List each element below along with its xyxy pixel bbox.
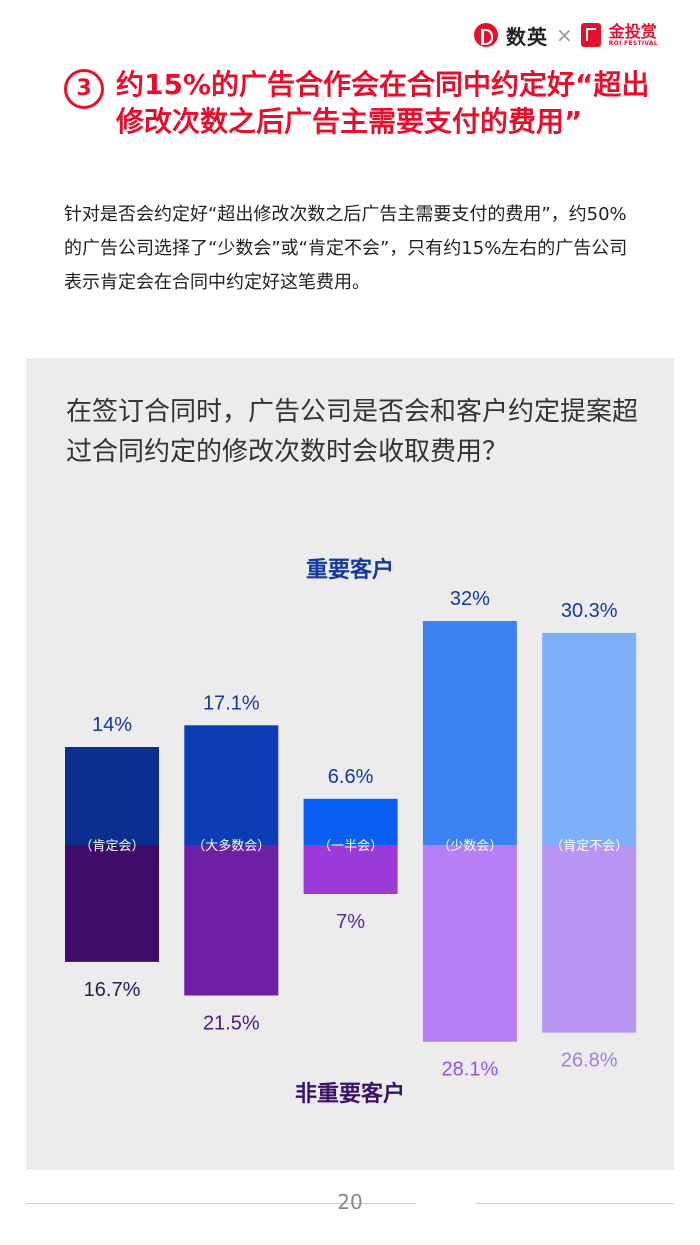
bar-unimportant-3: [303, 845, 398, 894]
value-label-important-2: 17.1%: [203, 692, 260, 714]
intro-paragraph: 针对是否会约定好“超出修改次数之后广告主需要支付的费用”，约50%的广告公司选择…: [64, 204, 628, 293]
value-label-important-3: 6.6%: [328, 766, 374, 788]
bar-important-2: [184, 725, 279, 845]
bar-unimportant-5: [542, 845, 637, 1033]
roi-festival-wordmark: 金投赏 ROI FESTIVAL: [608, 21, 658, 47]
chart-title: 在签订合同时，广告公司是否会和客户约定提案超过合同约定的修改次数时会收取费用？: [66, 397, 639, 467]
partner-name-cn: 金投赏: [608, 21, 657, 41]
bar-important-5: [542, 632, 637, 845]
footer-rule-left: [26, 1203, 416, 1204]
value-label-unimportant-3: 7%: [336, 911, 365, 933]
brand-separator: ×: [556, 23, 573, 47]
partner-name-en: ROI FESTIVAL: [608, 39, 658, 47]
value-label-important-1: 14%: [92, 714, 132, 736]
bar-important-3: [303, 798, 398, 845]
value-label-unimportant-2: 21.5%: [203, 1013, 260, 1035]
headline-text: 约15%的广告合作会在合同中约定好“超出修改次数之后广告主需要支付的费用”: [116, 68, 650, 138]
bar-important-1: [65, 747, 159, 845]
value-label-unimportant-1: 16.7%: [84, 979, 141, 1001]
page-number: 20: [337, 1190, 363, 1214]
bar-unimportant-2: [184, 845, 279, 996]
value-label-unimportant-4: 28.1%: [442, 1059, 499, 1081]
series-label-important: 重要客户: [305, 558, 394, 583]
value-label-unimportant-5: 26.8%: [561, 1050, 618, 1072]
category-label-1: （肯定会）: [79, 838, 144, 853]
series-label-unimportant: 非重要客户: [294, 1082, 405, 1107]
value-label-important-4: 32%: [450, 588, 490, 610]
value-label-important-5: 30.3%: [561, 600, 618, 622]
brand-name: 数英: [506, 24, 549, 49]
roi-festival-logo-icon: [580, 23, 601, 47]
digitaling-logo-icon: [474, 23, 499, 47]
brand-bar: 数英 × 金投赏 ROI FESTIVAL: [474, 18, 658, 52]
category-label-4: （少数会）: [437, 838, 502, 853]
category-label-3: （一半会）: [318, 838, 383, 853]
section-headline: 3 约15%的广告合作会在合同中约定好“超出修改次数之后广告主需要支付的费用”: [64, 66, 664, 140]
category-label-2: （大多数会）: [192, 838, 270, 853]
bar-important-4: [422, 621, 517, 845]
footer-rule-right: [476, 1203, 674, 1204]
category-label-5: （肯定不会）: [550, 838, 628, 853]
bar-unimportant-4: [422, 845, 517, 1042]
bar-unimportant-1: [65, 845, 159, 962]
section-number-badge: 3: [64, 69, 104, 109]
